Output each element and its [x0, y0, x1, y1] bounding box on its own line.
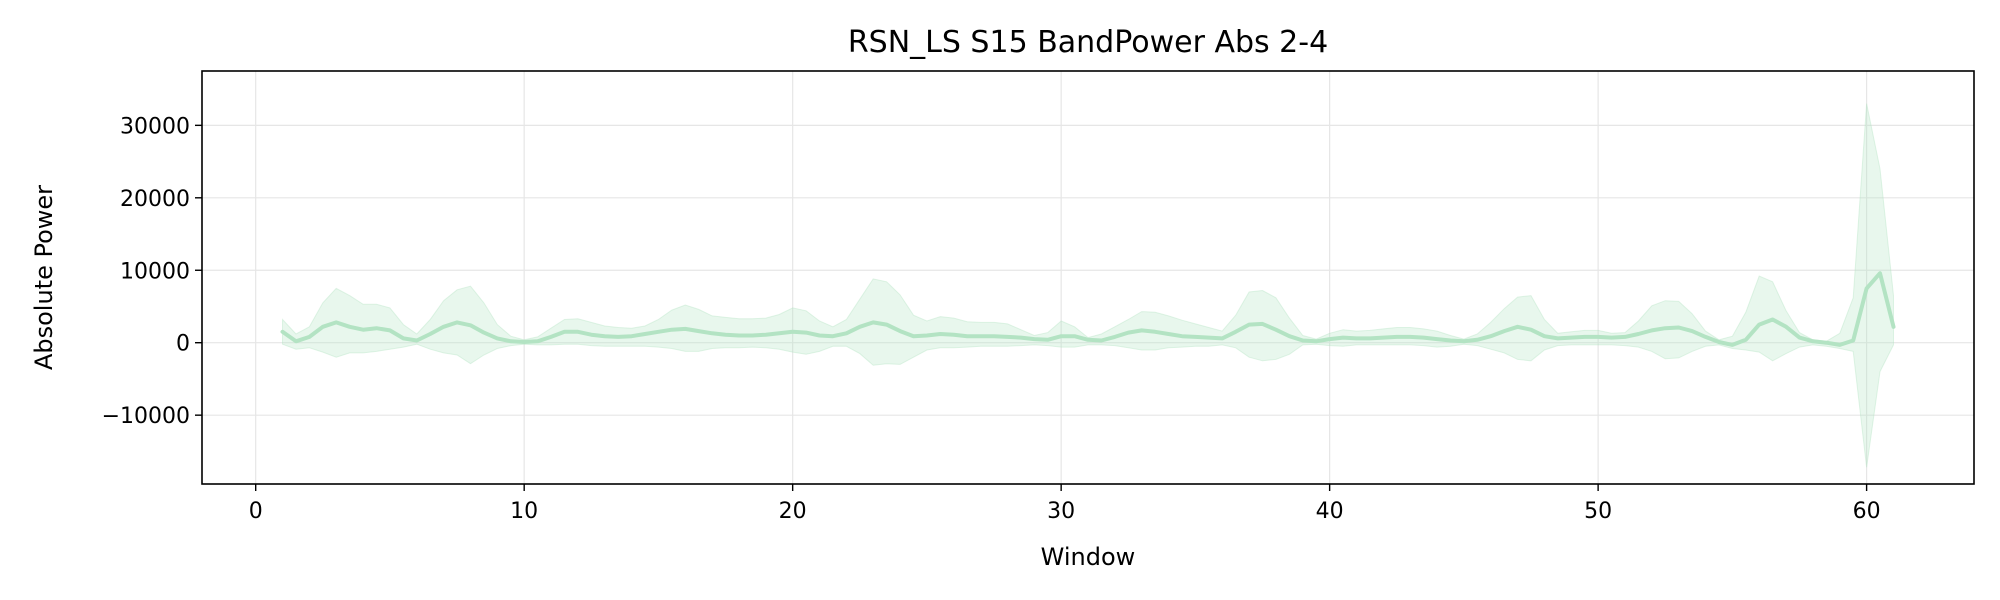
x-tick-label: 30 — [1047, 499, 1075, 524]
y-axis: −10000 0 10000 20000 30000 — [102, 114, 202, 429]
y-tick-label: −10000 — [102, 404, 190, 429]
mean-line — [280, 271, 1896, 347]
x-tick-label: 40 — [1316, 499, 1344, 524]
x-tick-label: 0 — [249, 499, 263, 524]
y-tick-label: 20000 — [120, 187, 190, 212]
x-axis: 0 10 20 30 40 50 60 — [249, 484, 1881, 524]
x-tick-label: 20 — [779, 499, 807, 524]
x-tick-label: 50 — [1584, 499, 1612, 524]
chart-title: RSN_LS S15 BandPower Abs 2-4 — [848, 25, 1328, 60]
y-tick-label: 30000 — [120, 114, 190, 139]
y-axis-label: Absolute Power — [30, 185, 58, 370]
confidence-band — [282, 103, 1894, 468]
x-tick-label: 60 — [1853, 499, 1881, 524]
y-tick-label: 10000 — [120, 259, 190, 284]
y-tick-label: 0 — [176, 332, 190, 357]
x-tick-label: 10 — [510, 499, 538, 524]
axes-frame — [201, 70, 1975, 485]
grid-lines — [202, 71, 1974, 484]
plot-area — [280, 103, 1896, 468]
x-axis-label: Window — [1041, 543, 1136, 571]
